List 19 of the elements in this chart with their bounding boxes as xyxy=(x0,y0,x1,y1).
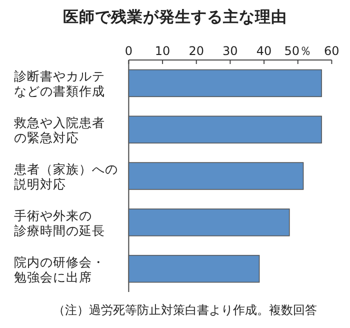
x-tick-label: 40 xyxy=(256,44,272,58)
x-tick-label: 10 xyxy=(154,44,170,58)
y-tick-label: 救急や入院患者の緊急対応 xyxy=(13,115,105,146)
x-tick-label: 50％ xyxy=(284,44,312,58)
x-tick-label: 30 xyxy=(222,44,238,58)
x-tick-label: 20 xyxy=(188,44,204,58)
y-tick-label: 院内の研修会・勉強会に出席 xyxy=(14,254,105,284)
bar xyxy=(128,162,304,190)
text: （注）過労死等防止対策白書より作成。複数回答 xyxy=(53,303,317,317)
x-tick-label: 60 xyxy=(324,44,340,58)
bar xyxy=(128,254,260,283)
bar xyxy=(128,69,322,98)
x-tick-label: 0 xyxy=(124,44,133,58)
y-tick-label: 診断書やカルテなどの書類作成 xyxy=(14,68,105,99)
y-tick-label: 手術や外来の診療時間の延長 xyxy=(14,208,105,238)
bar xyxy=(128,208,290,236)
chart-title: 医師で残業が発生する主な理由 xyxy=(63,7,287,26)
bar xyxy=(128,116,322,144)
y-tick-label: 患者（家族）への説明対応 xyxy=(13,162,118,192)
